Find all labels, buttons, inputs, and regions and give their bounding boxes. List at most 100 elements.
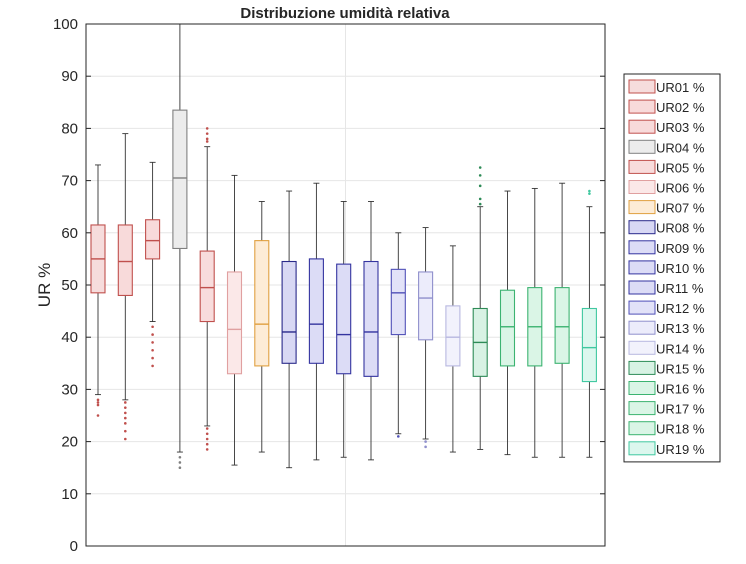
legend-swatch bbox=[628, 340, 656, 355]
outlier-point bbox=[205, 432, 209, 436]
legend-item-ur13: UR13 % bbox=[628, 320, 705, 336]
outlier-point bbox=[205, 442, 209, 446]
box-ur01 bbox=[90, 164, 106, 417]
legend-item-ur06: UR06 % bbox=[628, 180, 705, 196]
legend-swatch bbox=[628, 401, 656, 416]
legend-item-ur11: UR11 % bbox=[628, 280, 704, 296]
outlier-point bbox=[205, 140, 209, 143]
box-ur12 bbox=[390, 232, 406, 438]
legend-label: UR15 % bbox=[656, 361, 705, 376]
outlier-point bbox=[96, 403, 100, 407]
outlier-point bbox=[124, 437, 127, 441]
legend-swatch bbox=[628, 99, 656, 114]
box-iqr bbox=[308, 258, 324, 364]
legend-label: UR03 % bbox=[656, 120, 705, 135]
y-tick-label: 100 bbox=[53, 16, 78, 33]
y-tick-label: 30 bbox=[61, 381, 78, 398]
outlier-point bbox=[588, 192, 591, 195]
box-iqr bbox=[445, 305, 461, 367]
box-iqr bbox=[581, 307, 597, 383]
y-tick-label: 80 bbox=[61, 120, 78, 137]
legend-label: UR02 % bbox=[656, 100, 705, 115]
outlier-point bbox=[478, 166, 482, 169]
outlier-point bbox=[205, 127, 209, 130]
y-tick-label: 10 bbox=[61, 486, 78, 503]
outlier-point bbox=[124, 422, 127, 425]
box-ur10 bbox=[336, 201, 352, 458]
legend-item-ur12: UR12 % bbox=[628, 300, 705, 316]
outlier-point bbox=[96, 414, 100, 417]
outlier-point bbox=[478, 184, 482, 188]
y-tick-label: 40 bbox=[61, 329, 78, 346]
legend-label: UR08 % bbox=[656, 221, 705, 236]
legend-swatch bbox=[628, 240, 656, 255]
legend-item-ur15: UR15 % bbox=[628, 360, 705, 376]
legend-item-ur16: UR16 % bbox=[628, 381, 705, 397]
box-ur18 bbox=[554, 182, 570, 458]
y-axis-ticks: 0 10 20 30 40 50 60 70 80 90 100 bbox=[53, 16, 605, 555]
outlier-point bbox=[151, 325, 154, 329]
legend-item-ur02: UR02 % bbox=[628, 99, 705, 115]
box-iqr bbox=[554, 287, 570, 364]
outlier-point bbox=[424, 440, 427, 443]
outlier-point bbox=[205, 448, 209, 451]
y-tick-label: 0 bbox=[70, 538, 78, 555]
box-iqr bbox=[390, 268, 406, 336]
legend-label: UR19 % bbox=[656, 442, 705, 457]
legend-item-ur08: UR08 % bbox=[628, 220, 705, 236]
outlier-point bbox=[124, 401, 127, 404]
y-tick-label: 60 bbox=[61, 225, 78, 242]
legend-label: UR04 % bbox=[656, 140, 705, 155]
box-ur05 bbox=[199, 127, 215, 451]
legend-swatch bbox=[628, 441, 656, 456]
legend-item-ur05: UR05 % bbox=[628, 159, 705, 175]
legend: UR01 % UR02 % UR03 % UR04 % UR05 % UR06 % UR07… bbox=[623, 73, 721, 463]
box-iqr bbox=[226, 271, 243, 375]
legend-label: UR14 % bbox=[656, 341, 705, 356]
legend-item-ur17: UR17 % bbox=[628, 401, 705, 417]
outlier-point bbox=[205, 437, 209, 441]
legend-label: UR07 % bbox=[656, 201, 705, 216]
outlier-point bbox=[205, 132, 209, 135]
legend-label: UR18 % bbox=[656, 422, 705, 437]
legend-swatch bbox=[628, 139, 656, 154]
legend-swatch bbox=[628, 421, 656, 436]
outlier-point bbox=[151, 341, 154, 344]
legend-swatch bbox=[628, 200, 656, 215]
y-tick-label: 90 bbox=[61, 68, 78, 85]
outlier-point bbox=[124, 411, 127, 415]
outlier-point bbox=[96, 401, 100, 404]
box-ur13 bbox=[418, 227, 434, 449]
box-ur15 bbox=[472, 166, 488, 450]
box-ur14 bbox=[445, 245, 461, 453]
box-iqr bbox=[363, 260, 379, 377]
legend-item-ur18: UR18 % bbox=[628, 421, 705, 437]
legend-item-ur01: UR01 % bbox=[628, 79, 705, 95]
legend-swatch bbox=[628, 360, 656, 375]
y-tick-label: 70 bbox=[61, 173, 78, 190]
legend-swatch bbox=[628, 159, 656, 174]
box-ur08 bbox=[281, 190, 297, 469]
legend-label: UR12 % bbox=[656, 301, 705, 316]
box-ur07 bbox=[254, 201, 270, 453]
box-ur04 bbox=[172, 23, 188, 470]
legend-swatch bbox=[628, 119, 656, 134]
legend-item-ur09: UR09 % bbox=[628, 240, 705, 256]
box-iqr bbox=[117, 224, 133, 296]
y-axis-label: UR % bbox=[35, 263, 54, 307]
box-iqr bbox=[254, 240, 270, 367]
box-ur03 bbox=[145, 161, 161, 368]
legend-label: UR06 % bbox=[656, 181, 705, 196]
legend-item-ur10: UR10 % bbox=[628, 260, 705, 276]
legend-label: UR05 % bbox=[656, 160, 705, 175]
outlier-point bbox=[205, 427, 209, 430]
outlier-point bbox=[205, 137, 209, 141]
outlier-point bbox=[178, 455, 182, 459]
box-iqr bbox=[418, 271, 434, 341]
legend-label: UR01 % bbox=[656, 80, 705, 95]
legend-label: UR09 % bbox=[656, 241, 705, 256]
chart-title: Distribuzione umidità relativa bbox=[240, 5, 450, 22]
legend-swatch bbox=[628, 260, 656, 275]
